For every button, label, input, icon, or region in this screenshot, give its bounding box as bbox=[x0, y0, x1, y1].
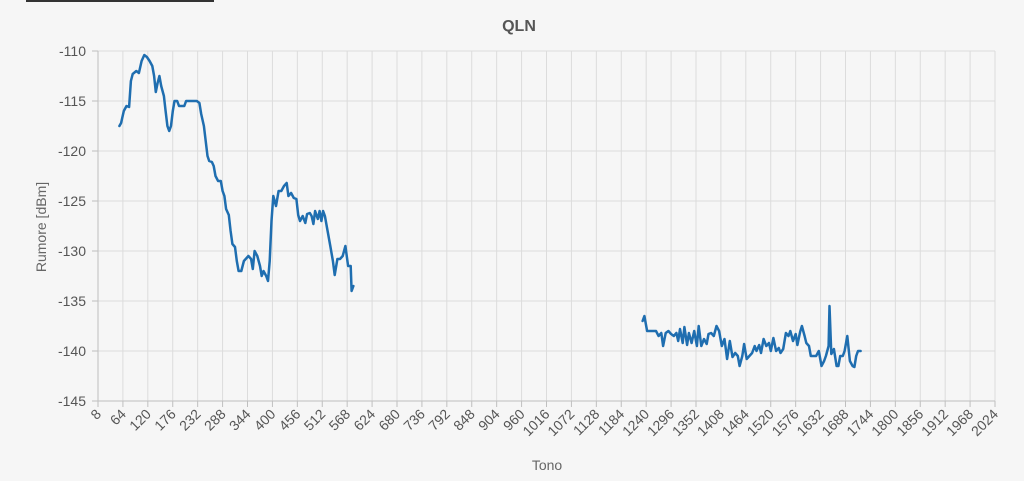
x-tick-label: 1520 bbox=[744, 406, 777, 439]
grid bbox=[97, 50, 996, 402]
x-tick-label: 1464 bbox=[719, 406, 752, 439]
x-tick-label: 904 bbox=[475, 406, 503, 434]
y-tick-label: -115 bbox=[59, 93, 86, 109]
x-tick-label: 1240 bbox=[619, 406, 652, 439]
y-axis-ticks: -110 -115 -120 -125 -130 -135 -140 -145 bbox=[58, 43, 98, 409]
y-tick-label: -135 bbox=[58, 293, 86, 309]
x-tick-label: 624 bbox=[350, 406, 378, 434]
series-group bbox=[118, 53, 862, 369]
x-tick-label: 680 bbox=[375, 406, 403, 434]
x-tick-label: 512 bbox=[301, 406, 329, 434]
x-tick-label: 1744 bbox=[843, 406, 876, 439]
x-tick-label: 1184 bbox=[595, 406, 628, 439]
x-tick-label: 288 bbox=[201, 406, 229, 434]
top-rule bbox=[26, 0, 214, 2]
x-tick-label: 1856 bbox=[893, 406, 926, 439]
series-line bbox=[118, 53, 355, 293]
x-tick-label: 400 bbox=[251, 406, 279, 434]
x-tick-label: 120 bbox=[126, 406, 154, 434]
x-tick-label: 344 bbox=[226, 406, 254, 434]
x-tick-label: 64 bbox=[107, 406, 129, 428]
x-tick-label: 456 bbox=[276, 406, 304, 434]
y-tick-label: -110 bbox=[59, 43, 86, 59]
x-tick-label: 848 bbox=[450, 406, 478, 434]
x-tick-label: 1016 bbox=[519, 406, 552, 439]
x-tick-label: 568 bbox=[325, 406, 353, 434]
y-tick-label: -120 bbox=[58, 143, 86, 159]
x-tick-label: 1128 bbox=[570, 406, 603, 439]
x-tick-label: 1968 bbox=[943, 406, 976, 439]
y-tick-label: -145 bbox=[58, 393, 86, 409]
x-tick-label: 1352 bbox=[669, 406, 702, 439]
y-tick-label: -140 bbox=[58, 343, 86, 359]
x-tick-label: 1632 bbox=[793, 406, 826, 439]
x-tick-label: 792 bbox=[425, 406, 453, 434]
x-tick-label: 736 bbox=[400, 406, 428, 434]
x-axis-ticks: 8 641201762322883444004565125686246807367… bbox=[87, 401, 1001, 439]
x-tick-label: 1072 bbox=[544, 406, 577, 439]
x-tick-label: 1576 bbox=[768, 406, 801, 439]
x-tick-label: 232 bbox=[176, 406, 204, 434]
x-tick-label: 1296 bbox=[644, 406, 677, 439]
x-tick-label: 176 bbox=[151, 406, 179, 434]
x-tick-label: 2024 bbox=[968, 406, 1001, 439]
x-tick-label: 1800 bbox=[868, 406, 901, 439]
x-tick-label: 1408 bbox=[694, 406, 727, 439]
x-axis-label: Tono bbox=[532, 457, 563, 473]
y-tick-label: -130 bbox=[58, 243, 86, 259]
y-axis-label: Rumore [dBm] bbox=[33, 182, 49, 272]
y-tick-label: -125 bbox=[58, 193, 86, 209]
series-line bbox=[641, 304, 862, 369]
chart-title: QLN bbox=[502, 18, 536, 35]
x-tick-label: 8 bbox=[87, 406, 104, 423]
x-tick-label: 1688 bbox=[818, 406, 851, 439]
x-tick-label: 1912 bbox=[918, 406, 951, 439]
